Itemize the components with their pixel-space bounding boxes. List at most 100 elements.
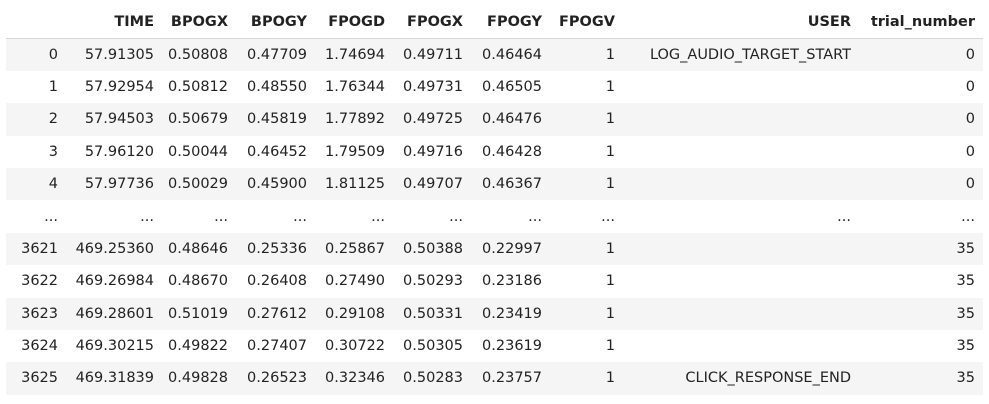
table-row: 2 57.94503 0.50679 0.45819 1.77892 0.497… <box>6 103 983 136</box>
header-trial-number: trial_number <box>870 13 975 30</box>
header-user: USER <box>807 13 851 30</box>
header-fpogv: FPOGV <box>559 13 615 30</box>
cell-fpogd: 1.76344 <box>325 78 385 95</box>
cell-fpogy: 0.46367 <box>482 176 542 193</box>
cell-user <box>623 233 859 265</box>
cell-bpogx: 0.48646 <box>168 240 228 257</box>
cell-user: ... <box>837 208 851 225</box>
table-row: 3623 469.28601 0.51019 0.27612 0.29108 0… <box>6 297 983 330</box>
cell-time: 57.97736 <box>84 176 154 193</box>
cell-fpogy: 0.46476 <box>482 111 542 128</box>
cell-fpogv: 1 <box>605 240 615 257</box>
cell-fpogy: 0.23186 <box>482 273 542 290</box>
cell-fpogx: 0.49725 <box>403 111 463 128</box>
cell-trial-number: 35 <box>956 273 975 290</box>
cell-fpogy: 0.22997 <box>482 240 542 257</box>
header-row: TIME BPOGX BPOGY FPOGD FPOGX FPOGY FPOGV… <box>6 6 983 39</box>
table-row: 4 57.97736 0.50029 0.45900 1.81125 0.497… <box>6 167 983 201</box>
cell-bpogx: 0.51019 <box>168 305 228 322</box>
cell-bpogy: 0.46452 <box>247 143 307 160</box>
table-row: 3624 469.30215 0.49822 0.27407 0.30722 0… <box>6 329 983 363</box>
cell-trial-number: 0 <box>965 111 975 128</box>
cell-trial-number: 35 <box>956 338 975 355</box>
cell-fpogx: 0.49707 <box>403 176 463 193</box>
cell-fpogy: 0.23619 <box>482 338 542 355</box>
cell-index: 2 <box>48 111 58 128</box>
cell-fpogd: 0.32346 <box>325 370 385 387</box>
cell-trial-number: 35 <box>956 305 975 322</box>
cell-index: 4 <box>48 176 58 193</box>
cell-user <box>623 136 859 168</box>
cell-time: 57.96120 <box>84 143 154 160</box>
cell-bpogy: 0.27612 <box>247 305 307 322</box>
cell-fpogx: 0.49711 <box>403 46 463 63</box>
cell-user <box>623 298 859 330</box>
cell-user <box>623 103 859 135</box>
cell-bpogx: ... <box>214 208 228 225</box>
table-row: 3622 469.26984 0.48670 0.26408 0.27490 0… <box>6 265 983 298</box>
cell-index: 1 <box>48 78 58 95</box>
cell-bpogy: 0.27407 <box>247 338 307 355</box>
cell-fpogx: 0.50388 <box>403 240 463 257</box>
table-header: TIME BPOGX BPOGY FPOGD FPOGX FPOGY FPOGV… <box>6 6 983 39</box>
cell-bpogx: 0.48670 <box>168 273 228 290</box>
cell-bpogx: 0.50679 <box>168 111 228 128</box>
cell-trial-number: 35 <box>956 370 975 387</box>
cell-fpogv: 1 <box>605 305 615 322</box>
dataframe-table: TIME BPOGX BPOGY FPOGD FPOGX FPOGY FPOGV… <box>6 6 983 395</box>
cell-fpogy: 0.23757 <box>482 370 542 387</box>
cell-fpogv: 1 <box>605 338 615 355</box>
cell-bpogy: 0.45900 <box>247 176 307 193</box>
cell-trial-number: 0 <box>965 176 975 193</box>
cell-fpogx: 0.49716 <box>403 143 463 160</box>
cell-bpogy: 0.48550 <box>247 78 307 95</box>
cell-fpogv: 1 <box>605 143 615 160</box>
cell-index: 3622 <box>21 273 58 290</box>
cell-bpogy: 0.26523 <box>247 370 307 387</box>
header-bpogx: BPOGX <box>170 13 228 30</box>
header-fpogx: FPOGX <box>407 13 463 30</box>
table-row: 3625 469.31839 0.49828 0.26523 0.32346 0… <box>6 362 983 395</box>
cell-bpogy: 0.26408 <box>247 273 307 290</box>
cell-bpogx: 0.50029 <box>168 176 228 193</box>
ellipsis-row: ... ... ... ... ... ... ... ... ... ... <box>6 200 983 233</box>
cell-bpogx: 0.50808 <box>168 46 228 63</box>
cell-index: 3621 <box>21 240 58 257</box>
cell-fpogx: 0.49731 <box>403 78 463 95</box>
cell-fpogx: 0.50305 <box>403 338 463 355</box>
cell-index: 3624 <box>21 338 58 355</box>
cell-time: 469.28601 <box>75 305 154 322</box>
table-body: 0 57.91305 0.50808 0.47709 1.74694 0.497… <box>6 38 983 395</box>
cell-bpogx: 0.50044 <box>168 143 228 160</box>
cell-fpogx: 0.50293 <box>403 273 463 290</box>
cell-index: 3 <box>48 143 58 160</box>
cell-time: 469.31839 <box>75 370 154 387</box>
cell-user <box>623 168 859 200</box>
cell-fpogv: 1 <box>605 78 615 95</box>
cell-fpogv: 1 <box>605 370 615 387</box>
cell-time: ... <box>140 208 154 225</box>
cell-fpogy: ... <box>528 208 542 225</box>
cell-fpogd: 1.74694 <box>325 46 385 63</box>
cell-fpogy: 0.46464 <box>482 46 542 63</box>
cell-bpogx: 0.49828 <box>168 370 228 387</box>
cell-fpogd: 0.29108 <box>325 305 385 322</box>
cell-user <box>623 71 859 103</box>
cell-time: 469.25360 <box>75 240 154 257</box>
header-fpogy: FPOGY <box>487 13 542 30</box>
cell-fpogd: 1.77892 <box>325 111 385 128</box>
cell-index: 3625 <box>21 370 58 387</box>
table-row: 0 57.91305 0.50808 0.47709 1.74694 0.497… <box>6 38 983 71</box>
cell-trial-number: 0 <box>965 46 975 63</box>
cell-fpogv: 1 <box>605 176 615 193</box>
header-bpogy: BPOGY <box>250 13 307 30</box>
cell-fpogd: ... <box>371 208 385 225</box>
cell-fpogv: 1 <box>605 46 615 63</box>
cell-index: 0 <box>48 46 58 63</box>
cell-fpogv: 1 <box>605 111 615 128</box>
table-row: 3621 469.25360 0.48646 0.25336 0.25867 0… <box>6 232 983 266</box>
header-time: TIME <box>114 13 154 30</box>
cell-user: CLICK_RESPONSE_END <box>685 370 851 387</box>
cell-time: 469.26984 <box>75 273 154 290</box>
cell-fpogd: 1.81125 <box>325 176 385 193</box>
